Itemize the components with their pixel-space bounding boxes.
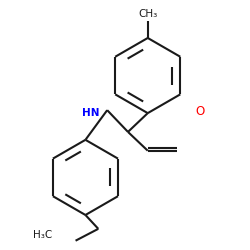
Text: O: O [195, 105, 204, 118]
Text: CH₃: CH₃ [138, 9, 157, 19]
Text: HN: HN [82, 108, 99, 118]
Text: H₃C: H₃C [33, 230, 52, 240]
